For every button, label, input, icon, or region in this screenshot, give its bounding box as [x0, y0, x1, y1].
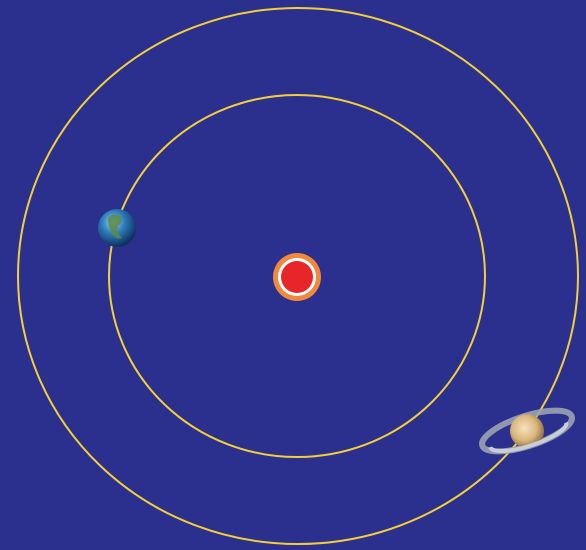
earth [98, 209, 136, 247]
sun [273, 253, 321, 301]
saturn-inner-ring [488, 421, 569, 453]
sun-core [281, 261, 313, 293]
earth-land [108, 214, 122, 239]
saturn [479, 407, 575, 455]
inner-orbit [108, 94, 486, 458]
outer-orbit [17, 7, 579, 545]
saturn-body [510, 414, 544, 448]
